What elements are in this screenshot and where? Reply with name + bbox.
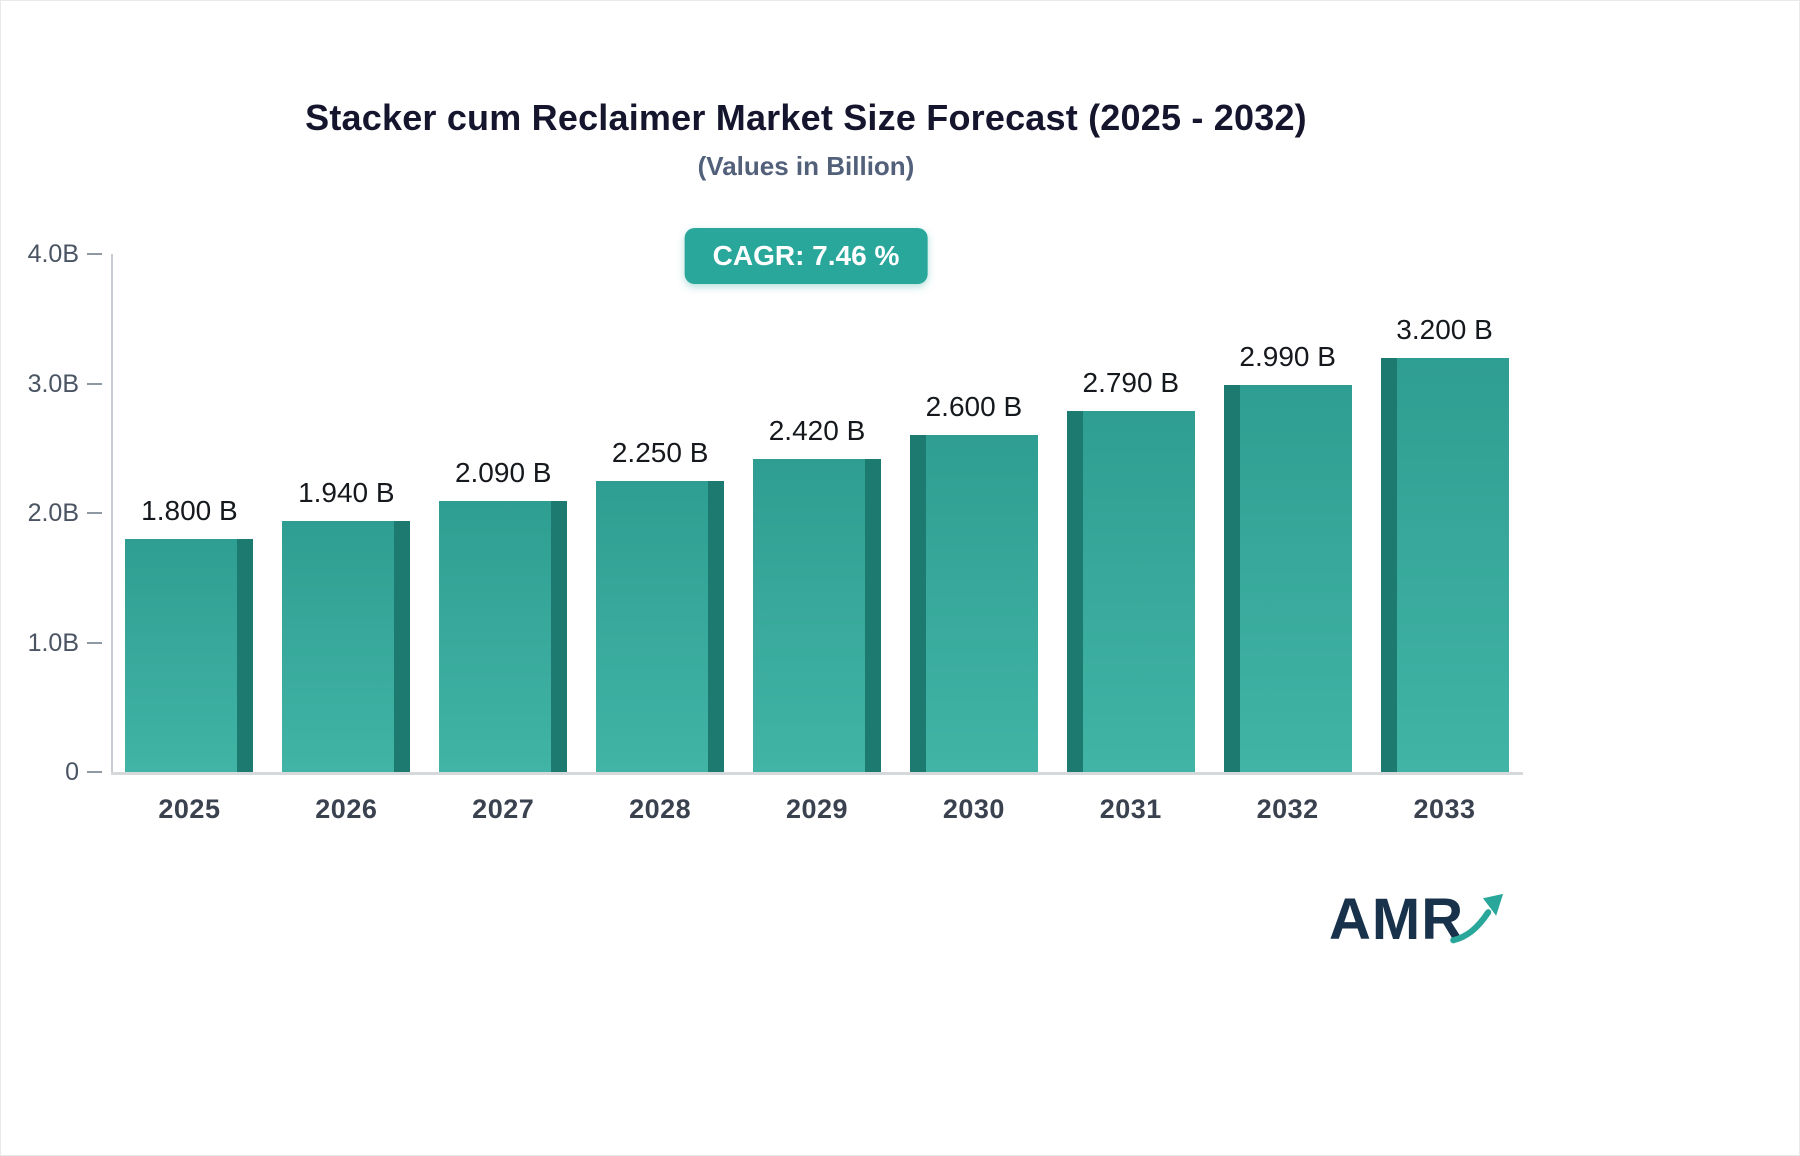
- cagr-badge: CAGR: 7.46 %: [684, 228, 928, 284]
- amr-logo: AMR: [1329, 891, 1504, 949]
- bar: [282, 520, 411, 772]
- bar-side-face: [1066, 410, 1083, 772]
- bar: [1066, 410, 1195, 772]
- bar-side-face: [708, 480, 725, 772]
- x-axis-label: 2030: [942, 794, 1005, 824]
- y-axis-tick: [87, 253, 102, 255]
- x-axis-label: 2027: [472, 794, 535, 824]
- y-axis-tick: [87, 641, 102, 644]
- bar-side-face: [1380, 357, 1397, 772]
- x-axis-label: 2026: [315, 794, 378, 824]
- bar-front-face: [1239, 384, 1352, 772]
- bar-value-label: 2.600 B: [925, 391, 1023, 423]
- bar-front-face: [125, 538, 238, 772]
- bar-value-label: 1.940 B: [298, 476, 395, 508]
- y-axis-tick: [87, 382, 102, 385]
- x-axis-label: 2033: [1413, 794, 1476, 824]
- bar-value-label: 2.790 B: [1082, 366, 1180, 398]
- bar-value-label: 2.250 B: [611, 436, 709, 468]
- bar-value-label: 3.200 B: [1396, 313, 1493, 345]
- chart-title: Stacker cum Reclaimer Market Size Foreca…: [305, 97, 1307, 138]
- bar: [125, 538, 254, 772]
- amr-logo-text: AMR: [1329, 887, 1465, 952]
- plot-area: 4.0B 3.0B 2.0B 1.0B 0 1.800 B 2025 1.940 B 2026 2…: [28, 240, 1523, 824]
- x-axis-label: 2029: [785, 794, 849, 824]
- bar: [439, 501, 568, 772]
- bar-side-face: [394, 520, 411, 772]
- y-tick-label: 2.0B: [27, 499, 79, 527]
- bar-value-label: 1.800 B: [141, 494, 238, 526]
- bar: [909, 435, 1038, 772]
- bar-side-face: [865, 458, 881, 772]
- y-tick-label: 3.0B: [27, 369, 79, 398]
- x-axis-label: 2025: [158, 794, 221, 824]
- bar-front-face: [925, 435, 1038, 772]
- bar-value-label: 2.420 B: [768, 414, 866, 446]
- growth-arrow-icon: [1450, 893, 1504, 944]
- x-axis-label: 2028: [629, 794, 692, 824]
- bar-front-face: [753, 458, 865, 772]
- bar-side-face: [909, 435, 926, 772]
- bar-value-label: 2.990 B: [1239, 340, 1336, 372]
- y-tick-label: 1.0B: [27, 628, 79, 657]
- chart-subtitle: (Values in Billion): [697, 151, 915, 181]
- bar-side-face: [1223, 384, 1240, 772]
- x-axis-label: 2032: [1256, 794, 1319, 824]
- bar-front-face: [1082, 410, 1195, 772]
- bar-front-face: [282, 520, 395, 772]
- y-tick-label: 0: [65, 758, 79, 786]
- bar: [753, 458, 881, 772]
- y-axis-line: [111, 254, 113, 772]
- y-axis-tick: [87, 771, 102, 773]
- bar-side-face: [237, 538, 254, 772]
- bar: [1223, 384, 1352, 772]
- bar: [596, 480, 725, 772]
- y-tick-label: 4.0B: [27, 240, 79, 268]
- bar-front-face: [1396, 357, 1509, 772]
- bar-side-face: [551, 501, 568, 772]
- x-axis-label: 2031: [1099, 794, 1162, 824]
- bar: [1380, 357, 1509, 772]
- bar-value-label: 2.090 B: [454, 457, 552, 489]
- y-axis-tick: [87, 512, 102, 514]
- bar-front-face: [439, 501, 552, 772]
- x-axis-line: [111, 772, 1523, 775]
- bar-front-face: [596, 480, 709, 772]
